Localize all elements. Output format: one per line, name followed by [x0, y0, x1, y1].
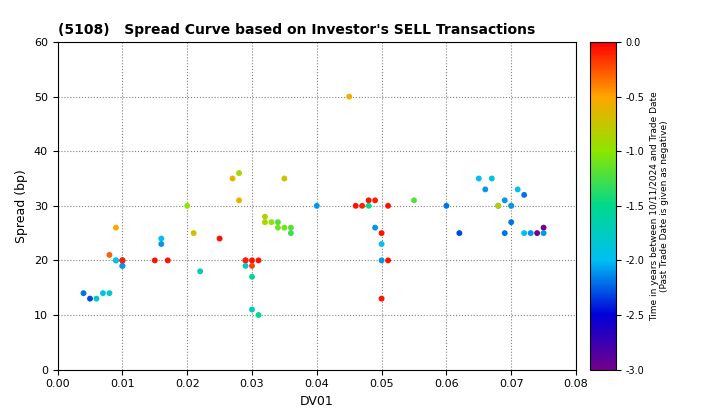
Text: (5108)   Spread Curve based on Investor's SELL Transactions: (5108) Spread Curve based on Investor's … [58, 23, 535, 37]
Point [350, 202, 361, 209]
Point [492, 202, 504, 209]
Point [376, 230, 387, 236]
Point [233, 197, 245, 204]
Point [279, 224, 290, 231]
Point [246, 257, 258, 264]
Point [97, 290, 109, 297]
Point [259, 213, 271, 220]
Point [505, 202, 517, 209]
Point [149, 257, 161, 264]
Point [518, 230, 530, 236]
Point [84, 295, 96, 302]
Point [285, 224, 297, 231]
Point [376, 295, 387, 302]
Point [253, 257, 264, 264]
Point [162, 257, 174, 264]
Point [117, 257, 128, 264]
Point [91, 295, 102, 302]
Point [311, 202, 323, 209]
Point [492, 202, 504, 209]
Point [279, 175, 290, 182]
Point [240, 262, 251, 269]
Point [505, 219, 517, 226]
Point [499, 230, 510, 236]
Y-axis label: Time in years between 10/11/2024 and Trade Date
(Past Trade Date is given as neg: Time in years between 10/11/2024 and Tra… [650, 91, 670, 321]
Point [233, 170, 245, 176]
Point [188, 230, 199, 236]
Point [272, 219, 284, 226]
Point [110, 257, 122, 264]
Y-axis label: Spread (bp): Spread (bp) [15, 169, 28, 243]
Point [266, 219, 277, 226]
Point [356, 202, 368, 209]
Point [240, 257, 251, 264]
Point [499, 197, 510, 204]
Point [531, 230, 543, 236]
Point [246, 262, 258, 269]
Point [512, 186, 523, 193]
Point [473, 175, 485, 182]
Point [363, 202, 374, 209]
Point [376, 241, 387, 247]
Point [156, 241, 167, 247]
Point [117, 257, 128, 264]
Point [117, 262, 128, 269]
Point [246, 306, 258, 313]
Point [505, 202, 517, 209]
Point [480, 186, 491, 193]
Point [343, 93, 355, 100]
Point [369, 197, 381, 204]
Point [214, 235, 225, 242]
Point [181, 202, 193, 209]
Point [382, 202, 394, 209]
Point [117, 257, 128, 264]
Point [538, 230, 549, 236]
Point [454, 230, 465, 236]
Point [486, 175, 498, 182]
Point [227, 175, 238, 182]
Point [78, 290, 89, 297]
Point [110, 224, 122, 231]
Point [382, 257, 394, 264]
Point [117, 262, 128, 269]
Point [285, 230, 297, 236]
Point [110, 257, 122, 264]
Point [441, 202, 452, 209]
Point [156, 235, 167, 242]
X-axis label: DV01: DV01 [300, 395, 333, 408]
Point [538, 224, 549, 231]
Point [518, 192, 530, 198]
Point [104, 252, 115, 258]
Point [246, 273, 258, 280]
Point [376, 257, 387, 264]
Point [525, 230, 536, 236]
Point [259, 219, 271, 226]
Point [253, 312, 264, 318]
Point [408, 197, 420, 204]
Point [363, 197, 374, 204]
Point [104, 290, 115, 297]
Point [272, 224, 284, 231]
Point [194, 268, 206, 275]
Point [369, 224, 381, 231]
Point [240, 257, 251, 264]
